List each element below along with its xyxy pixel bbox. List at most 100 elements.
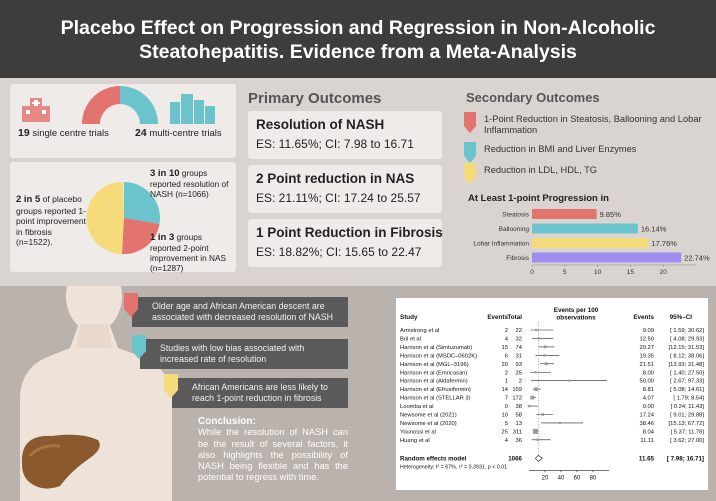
finding-age-descent: Older age and African American descent a… [132, 297, 348, 327]
pie-label-resolution: 3 in 10 groups reported resolution of NA… [150, 168, 229, 199]
progression-chart-title: At Least 1-point Progression in [468, 193, 609, 204]
header-total: Total [507, 314, 522, 321]
progression-bar-chart: Steatosis 9.85% Ballooning 16.14% Lobar Infl… [473, 209, 710, 276]
shield-icon [124, 293, 138, 317]
bar-category-label: Lobar Inflammation [473, 241, 529, 248]
shield-icon [464, 112, 476, 133]
shield-icon [164, 374, 178, 398]
bar [532, 223, 638, 234]
conclusion-text: While the resolution of NASH can be the … [198, 427, 348, 483]
events-value: 15 [502, 345, 508, 351]
point-estimate [532, 428, 538, 434]
shield-icon [464, 163, 476, 184]
primary-outcome-resolution: Resolution of NASH ES: 11.65%; CI: 7.98 … [248, 111, 442, 159]
estimate-value: 11.11 [640, 438, 654, 444]
ci-value: [ 9.01; 29.88] [670, 413, 704, 419]
point-estimate [534, 387, 538, 391]
study-label: Armstrong et al [400, 328, 439, 334]
ci-value: [12.15; 31.53] [669, 345, 705, 351]
total-value: 32 [516, 336, 522, 342]
study-label: Loomba et al [400, 404, 434, 410]
estimate-value: 19.35 [639, 353, 654, 359]
ci-value: [13.93; 31.48] [669, 362, 705, 368]
ci-value: [ 4.08; 29.93] [670, 336, 704, 342]
bar-value-label: 16.14% [641, 225, 667, 234]
events-value: 6 [505, 353, 508, 359]
gauge-left-arc [82, 86, 120, 124]
head-shape [66, 286, 122, 332]
header-plot: Events per 100 observations [554, 307, 599, 322]
point-estimate [543, 354, 546, 357]
summary-label: Random effects model [400, 455, 467, 462]
x-tick-label: 5 [563, 269, 567, 276]
header-study: Study [400, 314, 418, 321]
total-value: 74 [516, 345, 523, 351]
single-centre-stat: 19 single centre trials [18, 127, 109, 140]
point-estimate [535, 328, 538, 332]
events-value: 14 [502, 387, 509, 393]
pie-slice-resolution [124, 182, 161, 224]
primary-outcome-fibrosis: 1 Point Reduction in Fibrosis ES: 18.82%… [248, 219, 443, 267]
point-estimate [536, 438, 540, 442]
conclusion-block: Conclusion: While the resolution of NASH… [198, 416, 348, 484]
bar-value-label: 22.74% [684, 254, 710, 263]
pie-label-fibrosis: 2 in 5 of placebo groups reported 1-poin… [16, 194, 86, 247]
events-value: 7 [505, 396, 508, 402]
bar-category-label: Fibrosis [506, 255, 530, 262]
study-label: Younossi et al [400, 429, 436, 435]
ci-value: [ 5.37; 11.78] [671, 429, 705, 435]
estimate-value: 21.51 [639, 362, 654, 368]
ci-value: [ 1.79; 8.54] [673, 396, 704, 402]
study-label: Bril et al [400, 336, 421, 342]
forest-x-tick-label: 80 [590, 475, 597, 481]
total-value: 22 [516, 328, 522, 334]
total-value: 36 [516, 438, 522, 444]
study-label: Harrison et al (Efruxifermin) [400, 387, 471, 393]
gauge-right-arc [120, 86, 158, 124]
total-value: 25 [516, 370, 522, 376]
secondary-outcomes-title: Secondary Outcomes [466, 90, 600, 105]
forest-plot-card: Study Events Total Events per 100 observatio… [396, 298, 708, 490]
bar-category-label: Steatosis [502, 212, 529, 219]
header-events: Events [487, 314, 508, 321]
outcome-title: 2 Point reduction in NAS [256, 171, 415, 186]
study-label: Huang et al [400, 438, 430, 444]
ci-value: [ 2.67; 97.33] [670, 379, 704, 385]
events-value: 1 [505, 379, 508, 385]
study-label: Harrison et al (MGL–3196) [400, 362, 469, 368]
bar-category-label: Ballooning [499, 226, 530, 233]
heterogeneity-text: Heterogeneity: I² = 67%, τ² = 0.3931, p … [400, 464, 507, 470]
ci-value: [ 3.62; 27.00] [670, 438, 704, 444]
estimate-value: 0.00 [643, 404, 654, 410]
pie-slice-nas [122, 218, 160, 255]
forest-plot: Study Events Total Events per 100 observatio… [400, 307, 705, 481]
point-estimate [530, 395, 535, 400]
events-value: 0 [505, 404, 508, 410]
total-value: 13 [516, 421, 522, 427]
hospital-icon [22, 98, 50, 122]
primary-outcome-nas: 2 Point reduction in NAS ES: 21.11%; CI:… [248, 165, 442, 213]
summary-total: 1066 [508, 455, 522, 462]
x-tick-label: 0 [530, 269, 534, 276]
finding-african-american: African Americans are less likely to rea… [172, 378, 348, 408]
shield-icon [464, 142, 476, 163]
total-value: 38 [516, 404, 522, 410]
finding-low-bias: Studies with low bias associated with in… [140, 339, 348, 369]
study-label: Harrison et al (Emricasan) [400, 370, 467, 376]
estimate-value: 12.50 [639, 336, 654, 342]
point-estimate [543, 345, 547, 349]
forest-x-tick-label: 40 [558, 475, 565, 481]
total-value: 311 [513, 429, 522, 435]
point-estimate [544, 362, 548, 366]
events-value: 2 [505, 370, 508, 376]
total-value: 159 [512, 387, 522, 393]
ci-value: [ 1.40; 27.50] [670, 370, 704, 376]
outcome-title: Resolution of NASH [256, 117, 385, 132]
ci-value: [ 8.12; 38.06] [670, 353, 704, 359]
outcome-title: 1 Point Reduction in Fibrosis [256, 225, 443, 240]
bar [532, 238, 649, 248]
bar-value-label: 9.85% [600, 210, 622, 219]
multi-centre-stat: 24 multi-centre trials [135, 127, 222, 140]
outcome-value: ES: 21.11%; CI: 17.24 to 25.57 [256, 191, 421, 205]
total-value: 31 [516, 353, 522, 359]
